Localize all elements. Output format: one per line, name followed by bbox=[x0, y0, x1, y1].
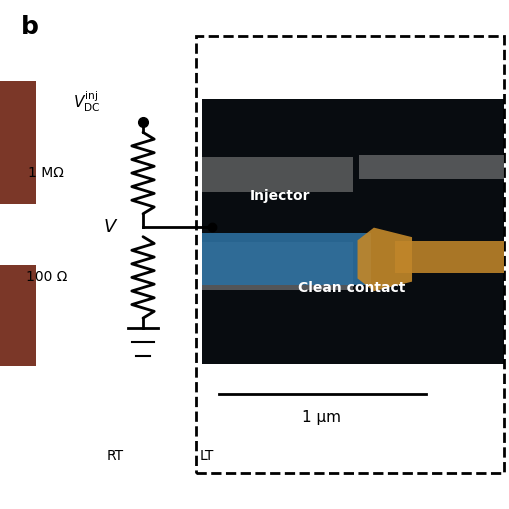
Text: 1 MΩ: 1 MΩ bbox=[29, 166, 64, 180]
FancyBboxPatch shape bbox=[394, 241, 503, 273]
Text: 100 Ω: 100 Ω bbox=[25, 270, 67, 285]
Polygon shape bbox=[357, 228, 411, 291]
Text: RT: RT bbox=[106, 448, 123, 463]
Text: V: V bbox=[103, 217, 116, 236]
FancyBboxPatch shape bbox=[358, 155, 503, 179]
FancyBboxPatch shape bbox=[1, 81, 36, 204]
FancyBboxPatch shape bbox=[1, 265, 36, 366]
FancyBboxPatch shape bbox=[201, 99, 503, 364]
Text: 1 μm: 1 μm bbox=[301, 410, 340, 425]
Text: $V_{\rm DC}^{\rm inj}$: $V_{\rm DC}^{\rm inj}$ bbox=[73, 90, 101, 114]
FancyBboxPatch shape bbox=[201, 242, 352, 290]
FancyBboxPatch shape bbox=[201, 233, 371, 285]
Text: b: b bbox=[21, 15, 39, 39]
Text: LT: LT bbox=[199, 448, 213, 463]
Text: Clean contact: Clean contact bbox=[297, 280, 405, 295]
FancyBboxPatch shape bbox=[201, 157, 352, 192]
Text: Injector: Injector bbox=[250, 189, 310, 203]
